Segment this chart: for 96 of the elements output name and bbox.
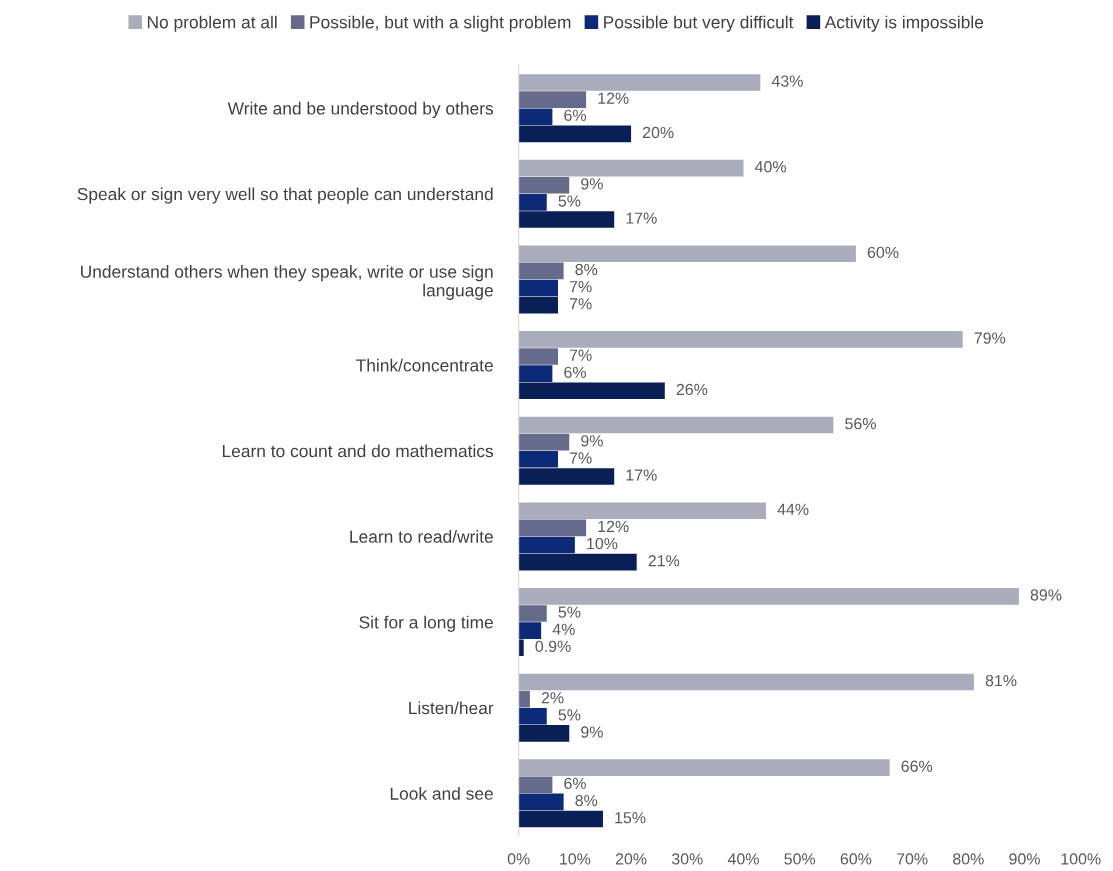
data-label: 5% [558,606,581,618]
bar [518,622,542,639]
y-tick-label: Understand others when they speak, write or use sign language [81,265,493,300]
x-tick-label: 70% [896,853,928,865]
bar [518,451,558,468]
data-label: 7% [569,452,592,464]
x-tick-label: 40% [727,853,759,865]
x-tick-label: 0% [507,853,530,865]
bar [518,159,744,177]
data-label: 66% [901,760,933,772]
data-label: 2% [541,692,564,704]
x-tick-label: 10% [560,853,591,865]
data-label: 12% [598,520,629,533]
bar [518,553,637,571]
y-tick-label: Learn to read/write [350,530,493,543]
x-tick-label: 60% [840,853,872,865]
legend-label: No problem at all [147,15,277,32]
bar [518,793,564,811]
bar [518,588,1019,605]
bar [518,108,553,126]
data-label: 10% [587,537,618,550]
y-tick-label: Sit for a long time [359,615,493,632]
bar [518,639,524,657]
x-tick-label: 50% [784,853,816,865]
y-tick-label: Look and see [390,787,493,800]
data-label: 9% [581,178,603,190]
data-label: 5% [558,709,581,721]
bar [518,605,547,622]
bar [518,382,665,400]
data-label: 9% [581,726,603,738]
data-label: 5% [558,195,581,207]
bar [518,348,558,365]
data-label: 44% [777,503,809,515]
x-tick-label: 90% [1009,853,1040,865]
data-label: 43% [771,75,803,87]
bar [518,776,553,794]
bar [518,468,615,485]
y-tick-label: Write and be understood by others [227,101,494,119]
bar [518,245,856,263]
data-label: 9% [581,435,603,447]
bar [518,416,834,434]
data-label: 26% [676,383,708,396]
data-label: 6% [564,777,587,790]
bar [518,673,974,691]
bar [518,519,587,537]
y-tick-label: Speak or sign very well so that people can understand [77,187,493,204]
x-tick-label: 30% [671,853,703,865]
y-tick-label: Listen/hear [409,701,494,715]
y-tick-label: Think/concentrate [356,358,493,372]
data-label: 6% [564,109,587,121]
y-tick-label: Learn to count and do mathematics [222,444,494,458]
data-label: 8% [575,794,598,807]
legend-label: Possible, but with a slight problem [310,15,571,32]
bar [518,194,547,211]
legend-label: Possible but very difficult [604,15,794,32]
data-label: 0.9% [535,640,571,653]
bar [518,262,564,280]
bar [518,91,587,108]
data-label: 6% [564,366,587,378]
bar [518,725,570,742]
data-label: 4% [552,623,575,635]
bar [518,365,553,382]
legend-label: Activity is impossible [824,15,984,32]
bar [518,176,570,194]
bar [518,502,766,519]
bar [518,690,530,708]
x-tick-label: 100% [1061,853,1101,865]
data-label: 17% [626,212,657,224]
bar [518,433,570,451]
bar [518,74,761,91]
data-label: 89% [1030,589,1062,601]
bar [518,536,575,554]
data-label: 40% [754,161,786,173]
data-label: 17% [626,469,657,481]
data-label: 15% [615,812,646,824]
data-label: 12% [598,92,629,104]
data-label: 60% [867,246,899,259]
bar [518,331,963,348]
data-label: 8% [575,263,598,276]
data-label: 7% [569,298,592,310]
data-label: 7% [569,281,592,293]
data-label: 7% [569,349,592,361]
bar [518,759,890,776]
data-label: 56% [845,418,876,430]
bar [518,810,603,828]
bar [518,279,558,297]
data-label: 21% [648,555,680,567]
x-tick-label: 80% [953,853,984,865]
x-tick-label: 20% [615,853,647,865]
bar [518,707,547,725]
data-label: 20% [642,126,674,139]
data-label: 79% [974,332,1006,344]
bar [518,211,615,228]
bar [518,125,632,143]
data-label: 81% [985,674,1017,687]
bar [518,296,558,314]
